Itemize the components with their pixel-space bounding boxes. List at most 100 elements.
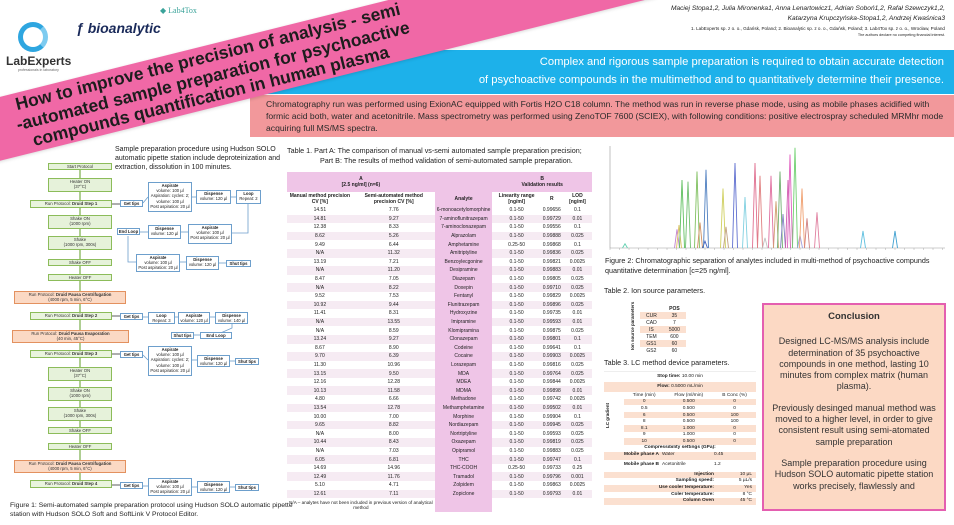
table-cell: 9.70 <box>287 352 353 361</box>
table-cell: Imipramine <box>434 317 493 327</box>
table-row: 9.52 7.53 Fentanyl 0.1-50 0.99829 0.0025 <box>287 291 592 301</box>
chromatogram-peak <box>742 196 748 249</box>
table-cell: 0.99710 <box>540 283 563 292</box>
table-row: N/A 13.55 Imipramine 0.1-50 0.99593 0.01 <box>287 317 592 327</box>
table-cell: CAD <box>646 319 657 326</box>
figure2-caption: Figure 2: Chromatographic separation of … <box>605 256 930 275</box>
table-cell: N/A <box>315 447 325 454</box>
flow-step: Shake ON (1000 rpm) <box>48 215 112 229</box>
table-row: Time (min) Flow (ml/min) B Conc (%) <box>624 392 756 399</box>
table-cell: 0.500 <box>682 405 695 411</box>
table-cell: 6.81 <box>352 455 435 464</box>
table-cell: 0.01 <box>562 266 592 275</box>
table-row: 8.67 8.90 Codeine 0.1-50 0.99641 0.1 <box>287 343 592 353</box>
param-label: Use cooler temperature: <box>658 484 714 490</box>
flow-step: Heater ON (37°C) <box>48 367 112 381</box>
protocol-action: End Loop <box>200 332 232 340</box>
table-cell: Zopiclone <box>434 489 493 499</box>
chromatogram-peak <box>780 213 786 249</box>
table-row: CUR 35 <box>640 312 686 319</box>
table-cell: 8 <box>642 419 646 425</box>
flow-step-label: Run Protocol: Druid Step 2 <box>44 313 98 318</box>
table-cell: GS1 <box>640 340 663 347</box>
table-cell: 0.1-50 <box>492 472 541 481</box>
table-cell: 35 <box>662 312 686 319</box>
param-value: 5 µL/s <box>738 478 752 484</box>
table-cell: 0.1 <box>562 455 592 464</box>
lc-param-row: Injection 10 µL <box>604 471 756 479</box>
table-cell: 0.1-50 <box>509 344 524 351</box>
table-cell: 0.5 <box>640 405 648 411</box>
action-title: Dispense <box>222 313 241 318</box>
protocol-action: Shut tips <box>226 260 251 268</box>
table-cell: 0.99556 <box>542 224 561 231</box>
chromatogram-peak <box>674 229 680 249</box>
table-cell: 8.82 <box>352 420 435 430</box>
table-row: 10 0.500 0 <box>624 438 756 445</box>
table-cell: 0.0025 <box>569 258 586 265</box>
table-cell: 0.500 <box>682 438 695 444</box>
table-cell: 0.500 <box>682 399 695 405</box>
table-cell: IS <box>640 326 663 333</box>
table-row: 12.38 8.33 7-aminoclonazepam 0.1-50 0.99556 0… <box>287 223 592 232</box>
table-cell: 0.99805 <box>542 276 561 283</box>
chromatogram-peak <box>892 230 898 249</box>
table-row: 4.80 6.66 Methadone 0.1-50 0.99742 0.0025 <box>287 395 592 404</box>
table-cell: 0.99836 <box>540 248 563 258</box>
table-cell: 11.30 <box>313 361 326 368</box>
table-cell: 7 <box>673 319 676 326</box>
table-row: 9.70 6.39 Cocaine 0.1-50 0.99903 0.0025 <box>287 352 592 361</box>
figure1-caption: Figure 1: Semi-automated sample preparat… <box>10 502 293 518</box>
action-param: volume: 120 µl <box>180 318 208 324</box>
flow-step-label: Heater ON <box>69 179 91 184</box>
lc-param-row: Use cooler temperature: Yes <box>604 484 756 492</box>
table-cell: 0.99904 <box>542 413 561 420</box>
table-cell: 9 <box>642 432 646 438</box>
table-cell: 0.1-50 <box>509 310 524 317</box>
table-cell: Amitriptyline <box>434 248 493 258</box>
table-row: 14.51 7.76 6-monoacetylomorphine 0.1-50 0.99… <box>287 206 592 215</box>
table-cell: 0.01 <box>562 214 592 224</box>
action-title: Aspirate <box>161 183 179 188</box>
table-cell: 0.1-50 <box>492 352 541 361</box>
table-cell: 0.0025 <box>562 352 592 361</box>
chromatogram-peak <box>752 162 758 249</box>
flow-step-label: Run Protocol: Druid Pausa Centrifugation <box>28 292 112 297</box>
table-cell: 14.81 <box>287 214 353 224</box>
table-cell: 8.31 <box>388 310 399 317</box>
table-cell: Nortriptyline <box>434 429 493 439</box>
table-cell: 8.00 <box>388 430 399 437</box>
table-cell: Clonazepam <box>434 334 493 344</box>
lc-param-row: Coler temperature: 8 °C <box>604 492 756 499</box>
table-cell: 0.1-50 <box>492 489 541 499</box>
action-param: volume: 100 µl <box>144 260 172 266</box>
flow-step-detail: (1000 rpm) <box>69 221 91 227</box>
chromatogram-peak <box>785 179 791 249</box>
chromatogram-peak <box>757 175 763 249</box>
table-cell: Oxazepam <box>434 438 493 447</box>
table-cell: 0.99641 <box>542 344 561 351</box>
table3-caption: Table 3. LC method device parameters. <box>604 358 730 367</box>
table-cell: 100 <box>730 419 739 425</box>
chromatogram-peak <box>723 226 729 249</box>
action-title: Aspirate <box>185 313 203 318</box>
table-cell: 60 <box>671 347 678 354</box>
table-cell: 0.025 <box>562 438 592 447</box>
table-row: 13.15 9.50 MDA 0.1-50 0.99764 0.025 <box>287 369 592 378</box>
flow-step-detail: (37°C) <box>73 184 87 190</box>
flowchart-connectors <box>79 166 249 488</box>
table-cell: 0.99656 <box>542 207 561 214</box>
column-header: Semi-automated method precision CV [%] <box>352 192 435 206</box>
table-cell: 0.1-50 <box>509 430 524 437</box>
conclusion-paragraph: Sample preparation procedure using Hudso… <box>774 457 934 491</box>
chromatogram-peak <box>679 179 685 249</box>
chromatogram-peak <box>777 171 783 249</box>
table-cell: 0.001 <box>562 472 592 481</box>
flow-step-detail: (4000 rpm, 5 min, 6°C) <box>48 297 92 303</box>
table-cell: N/A <box>287 317 353 327</box>
table-footnote: N/A – analytes have not been included in… <box>289 499 433 511</box>
table-row: CAD 7 <box>640 319 686 326</box>
flow-step: Run Protocol: Druid Pausa Centrifugation… <box>14 291 126 304</box>
table-cell: 0.99747 <box>540 455 563 464</box>
action-title: Dispense <box>204 482 223 487</box>
